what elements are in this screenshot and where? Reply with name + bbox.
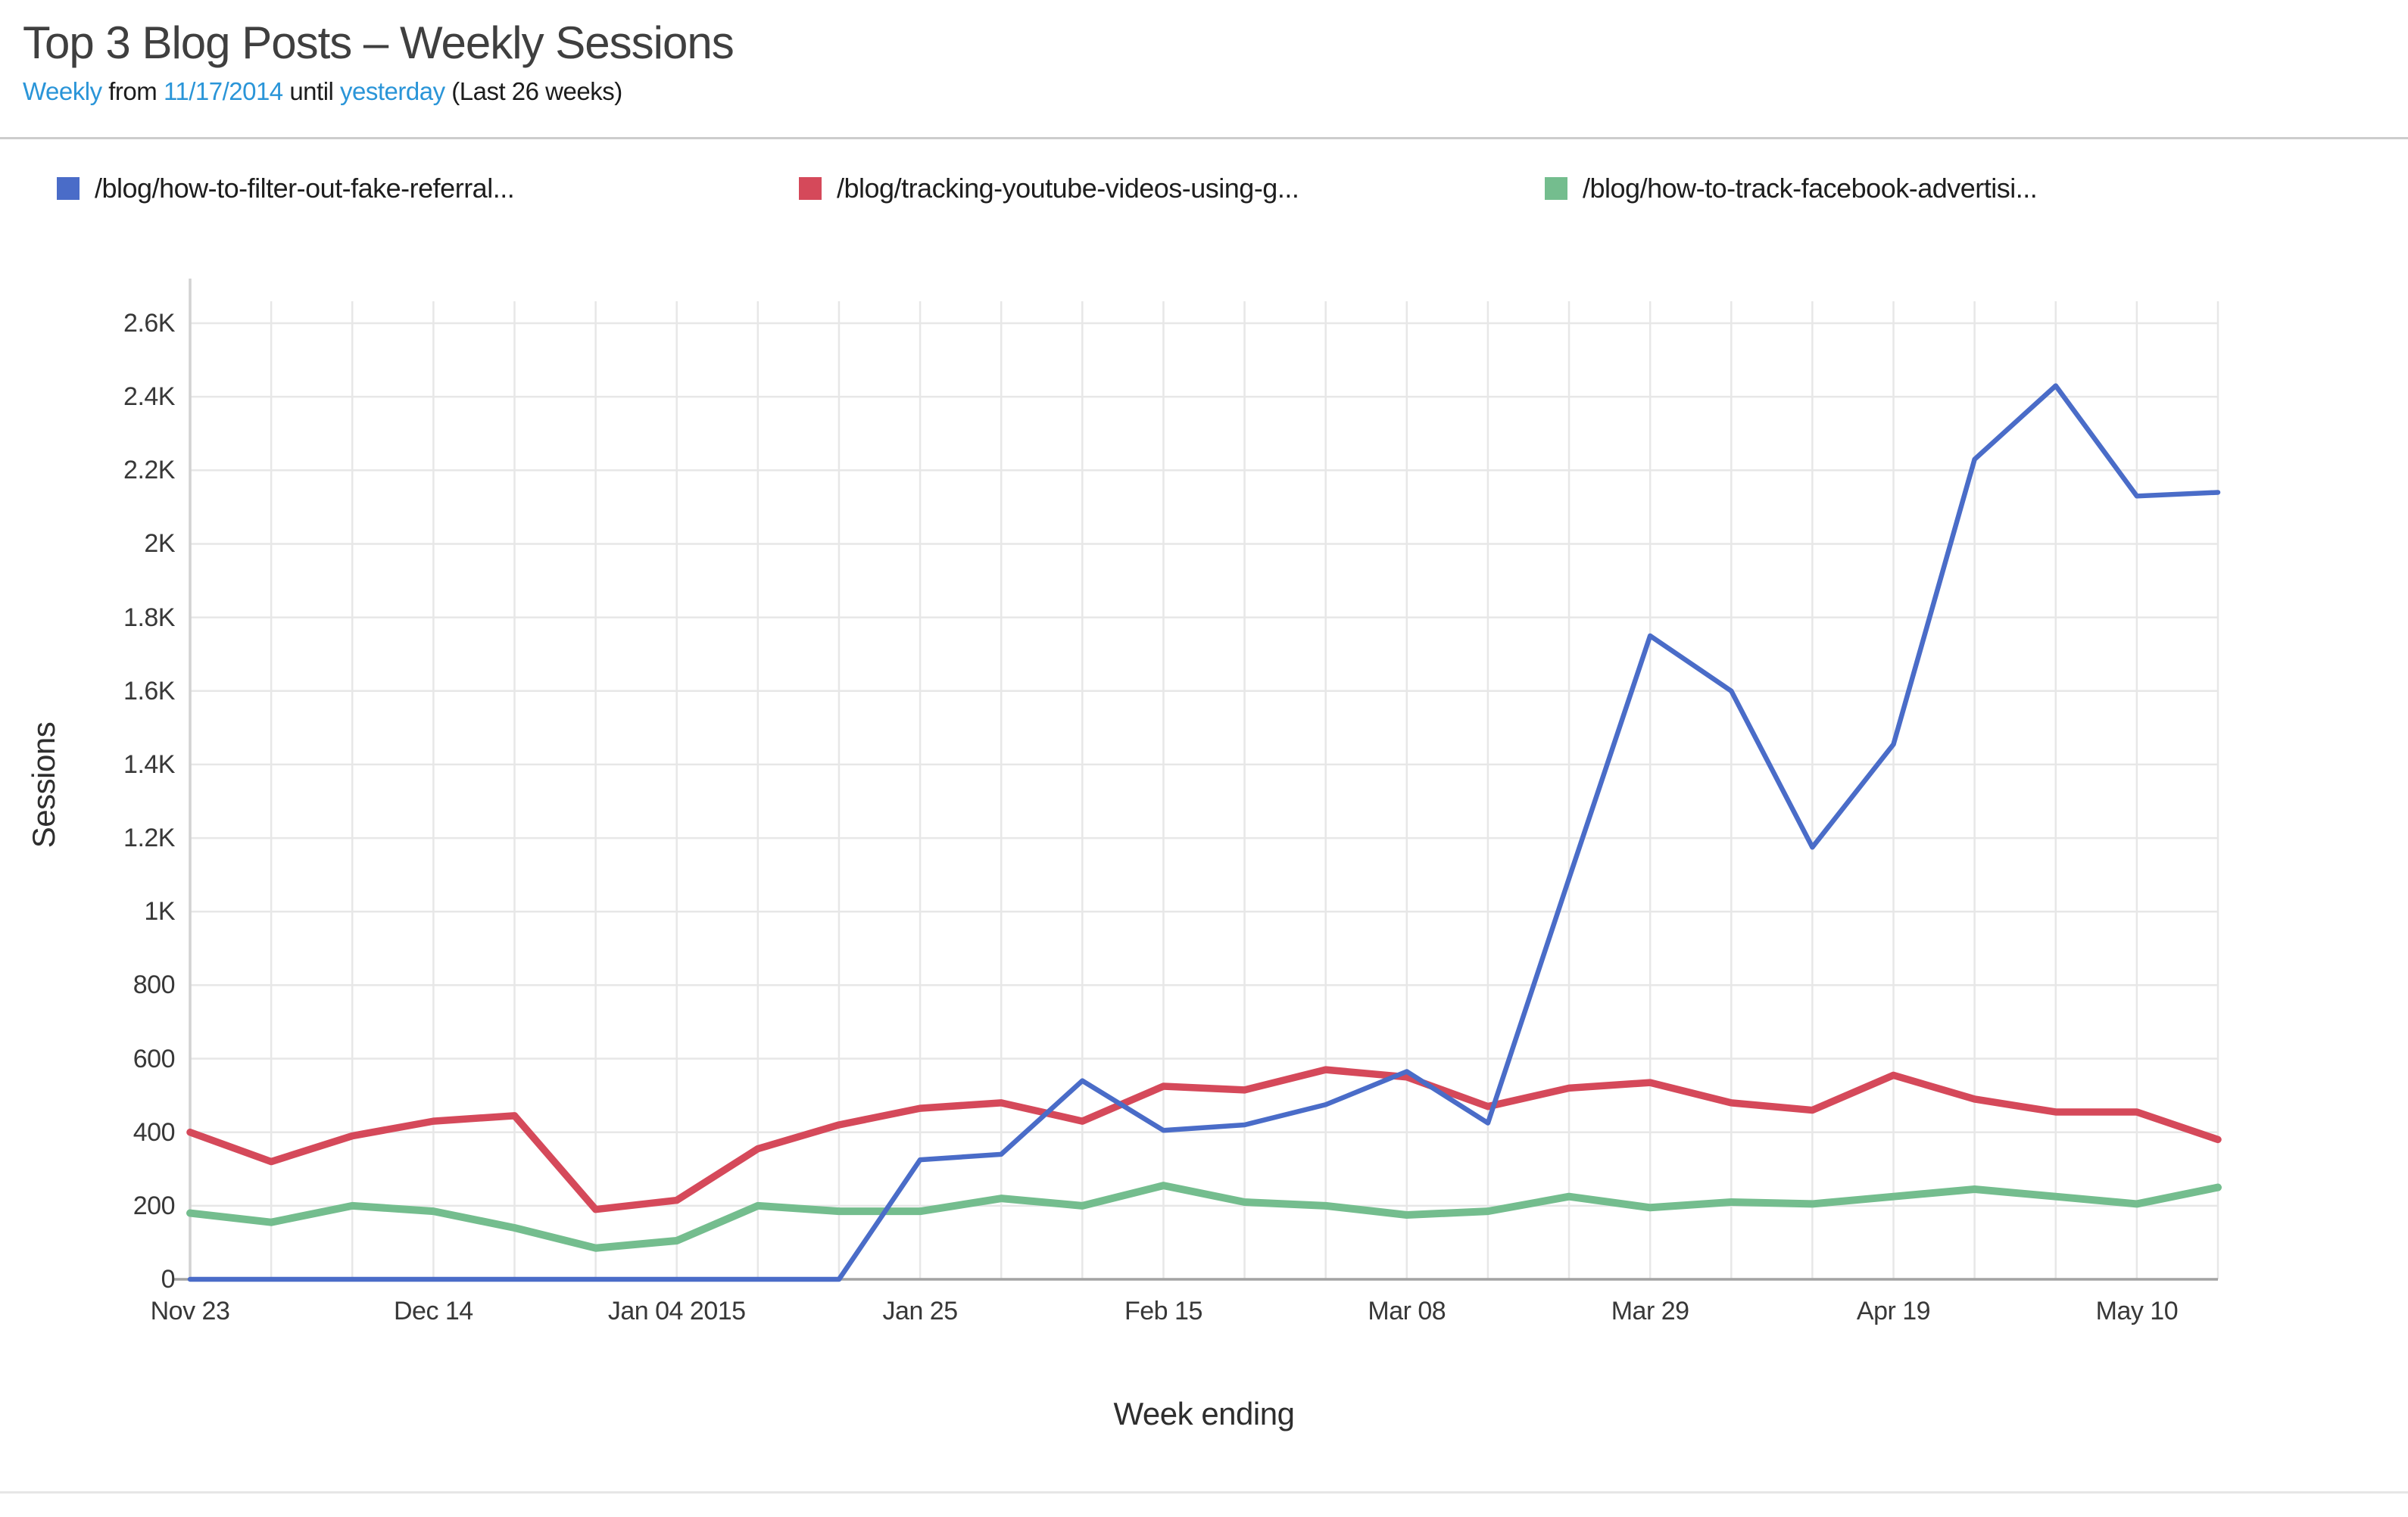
legend-swatch-icon: [57, 177, 80, 200]
x-tick-label: Apr 19: [1856, 1297, 1931, 1325]
date-range-subtitle: Weekly from 11/17/2014 until yesterday (…: [23, 77, 622, 106]
y-tick-label: 1.2K: [123, 824, 175, 853]
line-chart-svg: [173, 279, 2222, 1282]
chart-legend: /blog/how-to-filter-out-fake-referral...…: [0, 173, 2408, 207]
y-tick-label: 1.4K: [123, 749, 175, 779]
x-tick-label: Feb 15: [1124, 1297, 1202, 1325]
y-tick-label: 2.2K: [123, 456, 175, 485]
y-tick-label: 1.6K: [123, 676, 175, 706]
line-chart: 0 200 400 600 800 1K 1.2K 1.4K 1.6K 1.8K 2K 2.2K 2.4…: [0, 227, 2408, 1517]
legend-swatch-icon: [1545, 177, 1567, 200]
legend-label: /blog/how-to-track-facebook-advertisi...: [1583, 173, 2038, 204]
subtitle-link[interactable]: yesterday: [340, 77, 445, 105]
x-tick-label: Dec 14: [393, 1297, 473, 1325]
legend-item-0[interactable]: /blog/how-to-filter-out-fake-referral...: [57, 173, 515, 204]
x-axis-title: Week ending: [1113, 1396, 1295, 1431]
x-tick-label: Jan 04 2015: [607, 1297, 746, 1325]
legend-item-2[interactable]: /blog/how-to-track-facebook-advertisi...: [1545, 173, 2038, 204]
subtitle-link[interactable]: Weekly: [23, 77, 102, 105]
y-tick-label: 200: [133, 1191, 176, 1220]
subtitle-text: until: [282, 77, 341, 105]
subtitle-link[interactable]: 11/17/2014: [163, 77, 283, 105]
legend-label: /blog/tracking-youtube-videos-using-g...: [837, 173, 1299, 204]
x-tick-label: Nov 23: [150, 1297, 230, 1325]
subtitle-text: (Last 26 weeks): [444, 77, 622, 105]
y-tick-label: 2K: [144, 529, 175, 559]
x-tick-label: Mar 08: [1368, 1297, 1446, 1325]
y-tick-label: 1K: [144, 897, 175, 927]
header: Top 3 Blog Posts – Weekly Sessions Weekl…: [0, 0, 2408, 137]
y-tick-label: 2.4K: [123, 382, 175, 412]
y-tick-label: 2.6K: [123, 309, 175, 338]
bottom-divider: [0, 1491, 2408, 1494]
y-tick-label: 0: [161, 1265, 176, 1294]
legend-item-1[interactable]: /blog/tracking-youtube-videos-using-g...: [799, 173, 1299, 204]
subtitle-text: from: [101, 77, 164, 105]
x-tick-label: Jan 25: [882, 1297, 959, 1325]
series-line-1: [186, 1066, 2222, 1213]
legend-label: /blog/how-to-filter-out-fake-referral...: [95, 173, 515, 204]
y-tick-label: 800: [133, 970, 176, 1000]
y-tick-label: 600: [133, 1044, 176, 1073]
header-divider: [0, 137, 2408, 139]
y-tick-label: 400: [133, 1117, 176, 1147]
legend-swatch-icon: [799, 177, 822, 200]
y-axis-title: Sessions: [26, 721, 61, 849]
x-tick-label: May 10: [2095, 1297, 2179, 1325]
series-line-0: [187, 383, 2221, 1282]
series-line-2: [186, 1182, 2222, 1252]
page-title: Top 3 Blog Posts – Weekly Sessions: [23, 17, 735, 68]
y-tick-label: 1.8K: [123, 603, 175, 632]
x-tick-label: Mar 29: [1611, 1297, 1689, 1325]
